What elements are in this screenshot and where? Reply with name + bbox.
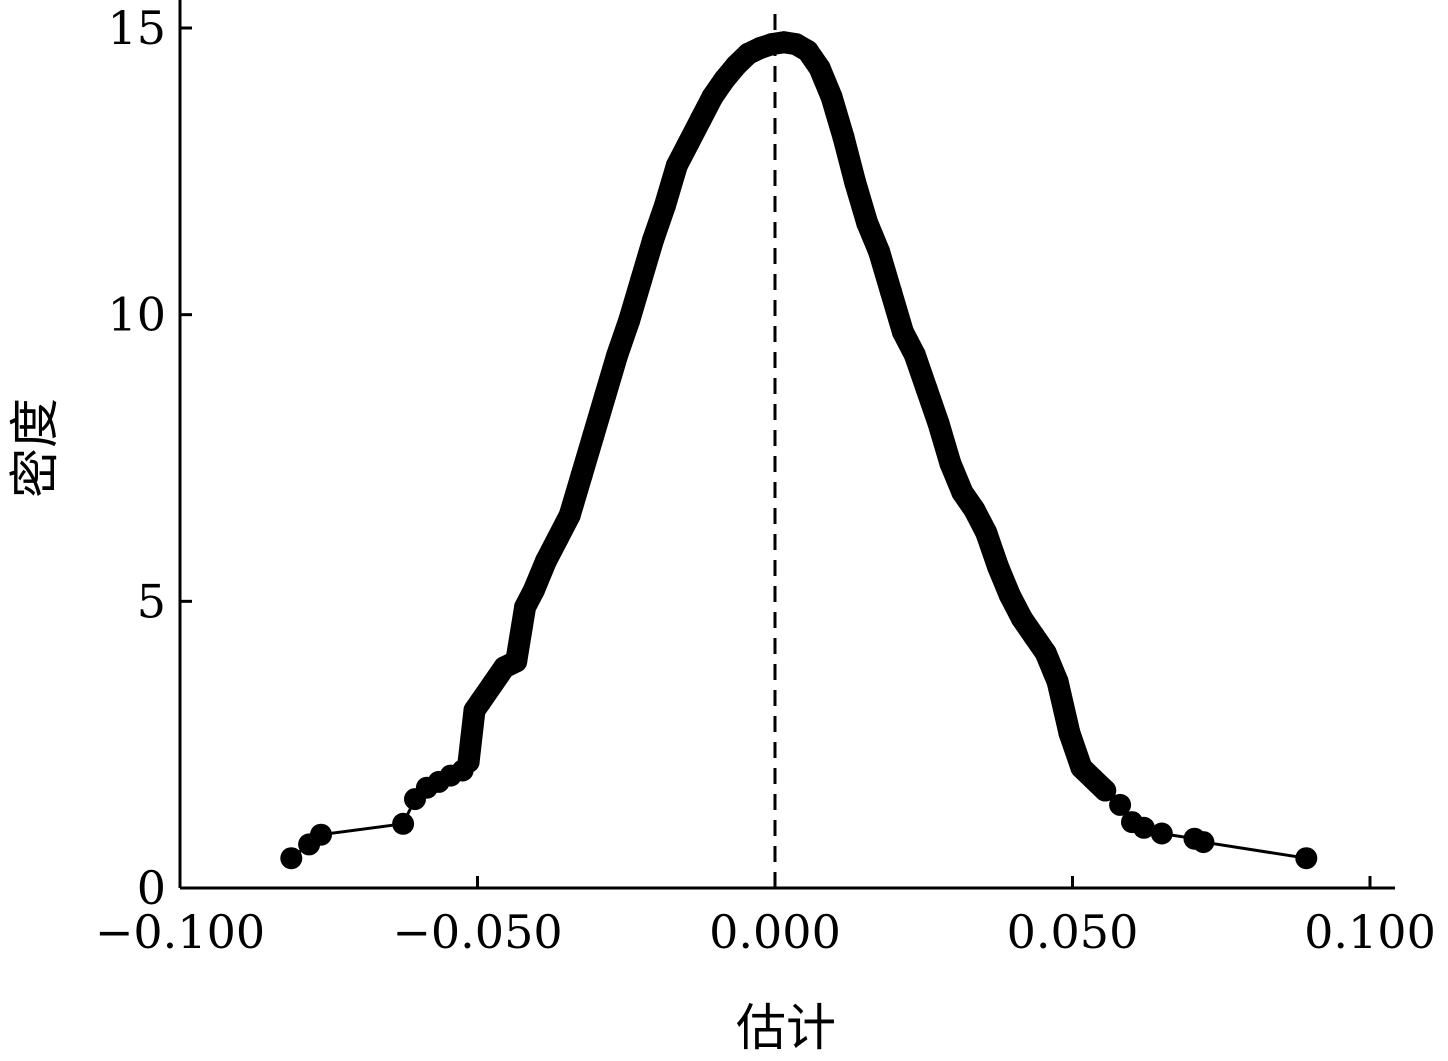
- plot-area: [280, 5, 1318, 888]
- data-point: [1192, 831, 1215, 854]
- data-point: [820, 85, 843, 108]
- y-axis-label: 密度: [6, 398, 64, 498]
- axes: −0.100 −0.050 0.000 0.050 0.100 0 5 10 15: [95, 0, 1436, 959]
- data-point: [630, 269, 653, 292]
- data-point: [582, 424, 605, 447]
- data-point: [1295, 847, 1318, 870]
- data-point: [534, 550, 557, 573]
- y-tick-label: 15: [107, 1, 166, 55]
- data-point: [1094, 779, 1117, 802]
- data-point: [469, 690, 492, 713]
- data-point: [844, 171, 867, 194]
- data-point: [594, 383, 617, 406]
- data-point: [1132, 816, 1155, 839]
- data-point: [570, 464, 593, 487]
- data-point: [523, 578, 545, 601]
- data-point: [1010, 607, 1033, 630]
- x-axis-label: 估计: [736, 999, 836, 1057]
- data-point: [1058, 722, 1081, 745]
- x-tick-label: 0.100: [1304, 905, 1436, 959]
- data-point: [505, 650, 528, 673]
- data-point: [999, 584, 1021, 607]
- data-point: [546, 527, 569, 550]
- data-point: [653, 194, 676, 217]
- data-point: [1046, 670, 1069, 693]
- data-point: [963, 498, 986, 521]
- data-point: [618, 309, 641, 332]
- data-point: [457, 750, 480, 773]
- data-point: [880, 280, 902, 303]
- data-point: [677, 131, 700, 154]
- x-tick-label: 0.050: [1007, 905, 1139, 959]
- data-point: [927, 412, 950, 435]
- data-point: [642, 229, 664, 252]
- y-tick-label: 10: [107, 288, 166, 342]
- density-curve: [290, 40, 1307, 860]
- data-point: [915, 378, 938, 401]
- data-point: [808, 57, 831, 80]
- data-point: [280, 847, 303, 870]
- data-point: [558, 504, 581, 527]
- x-tick-label: 0.000: [709, 905, 841, 959]
- data-point: [310, 823, 332, 846]
- data-point: [392, 812, 415, 835]
- y-tick-label: 5: [137, 574, 166, 628]
- data-point: [689, 108, 712, 131]
- data-point: [939, 452, 962, 475]
- data-point: [665, 154, 688, 177]
- data-point: [891, 320, 914, 343]
- data-point: [1034, 641, 1057, 664]
- data-point: [481, 673, 504, 696]
- data-point: [606, 343, 629, 366]
- data-point: [903, 343, 926, 366]
- data-point: [1022, 624, 1045, 647]
- data-point: [1150, 822, 1173, 845]
- data-point: [514, 596, 537, 619]
- data-point: [868, 240, 891, 263]
- data-point: [1109, 793, 1132, 816]
- data-point: [856, 211, 879, 234]
- data-point: [987, 555, 1010, 578]
- dense-point-band: [457, 31, 1117, 802]
- data-point: [796, 39, 819, 62]
- data-point: [701, 85, 724, 108]
- x-tick-label: −0.100: [95, 905, 265, 959]
- y-tick-label: 0: [137, 861, 166, 915]
- data-point: [832, 125, 855, 148]
- data-point: [951, 481, 974, 504]
- data-point: [975, 521, 998, 544]
- x-tick-label: −0.050: [392, 905, 562, 959]
